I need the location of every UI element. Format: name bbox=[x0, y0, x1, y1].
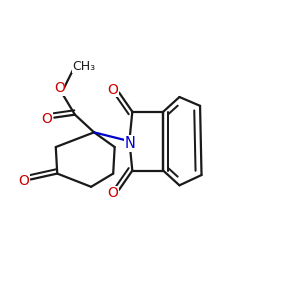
Text: O: O bbox=[107, 82, 118, 97]
Text: O: O bbox=[54, 81, 65, 95]
Text: O: O bbox=[18, 174, 29, 188]
Text: N: N bbox=[125, 136, 136, 151]
Text: O: O bbox=[107, 186, 118, 200]
Text: CH₃: CH₃ bbox=[72, 60, 95, 73]
Text: O: O bbox=[41, 112, 52, 126]
